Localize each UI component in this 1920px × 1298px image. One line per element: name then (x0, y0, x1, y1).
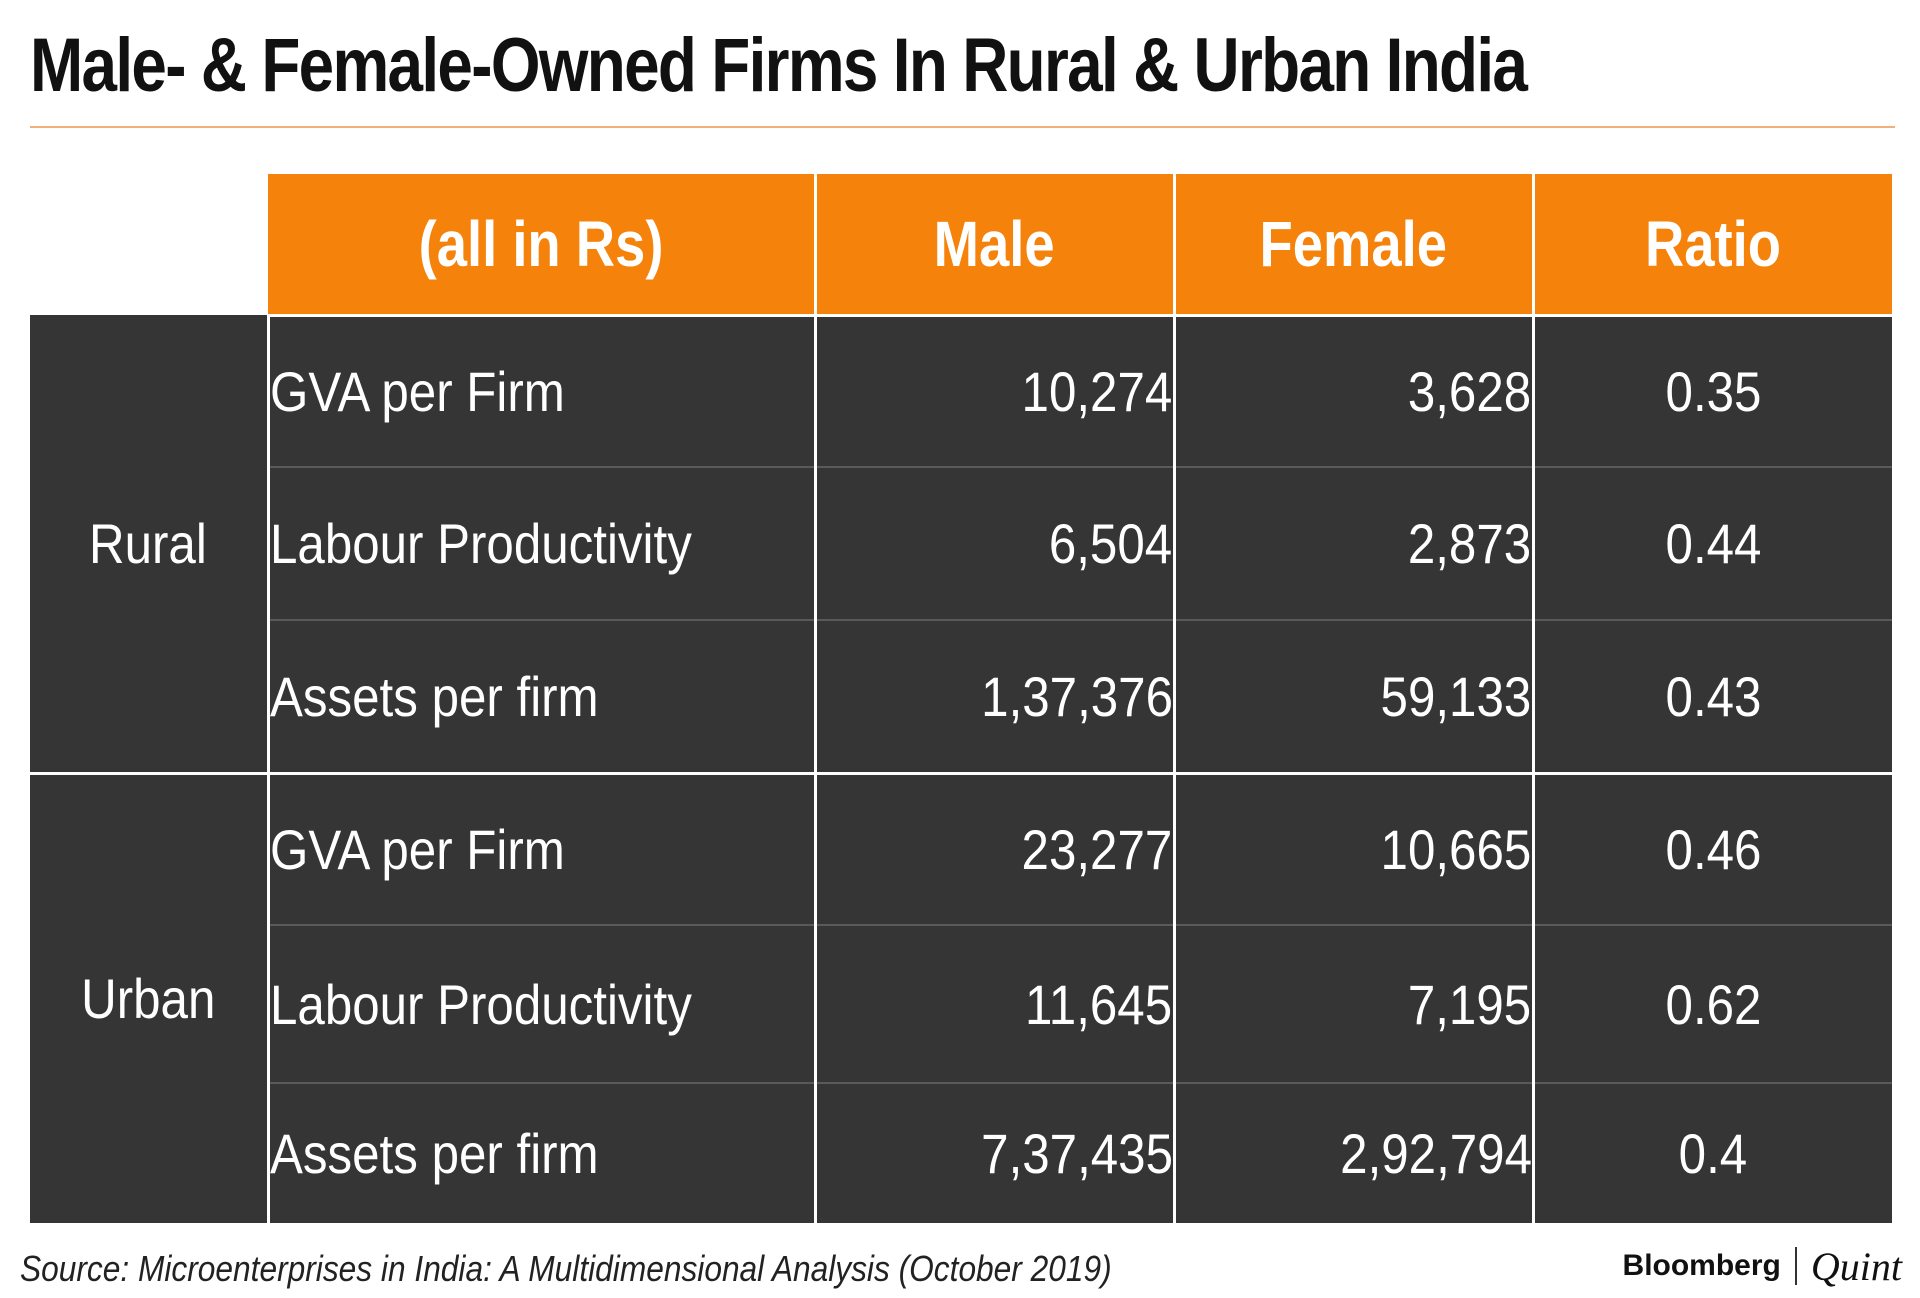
female-value: 3,628 (1408, 359, 1532, 423)
metric-cell: Assets per firm (268, 620, 817, 775)
logo-brand: Bloomberg (1622, 1249, 1781, 1282)
metric-cell: GVA per Firm (268, 773, 817, 926)
metric-label: Labour Productivity (269, 512, 692, 575)
data-table: (all in Rs) Male Female Ratio Rural GVA … (30, 174, 1892, 1226)
ratio-value: 0.44 (1665, 512, 1762, 575)
metric-label: GVA per Firm (269, 817, 565, 881)
female-value: 7,195 (1408, 972, 1532, 1036)
male-cell: 11,645 (815, 925, 1176, 1084)
metric-cell: Labour Productivity (268, 925, 817, 1084)
ratio-cell: 0.46 (1533, 773, 1892, 926)
female-value: 2,92,794 (1339, 1121, 1532, 1185)
metric-label: Assets per firm (269, 664, 599, 728)
female-cell: 2,873 (1174, 467, 1535, 621)
table-row: Rural GVA per Firm 10,274 3,628 0.35 (30, 315, 1892, 775)
female-value: 10,665 (1380, 817, 1532, 881)
header-units: (all in Rs) (268, 174, 817, 317)
metric-cell: Assets per firm (268, 1083, 817, 1226)
female-cell: 2,92,794 (1174, 1083, 1535, 1226)
male-cell: 23,277 (815, 773, 1176, 926)
table-row: Labour Productivity 6,504 2,873 0.44 (30, 467, 1892, 621)
female-value: 2,873 (1408, 512, 1532, 575)
group-label: Urban (81, 967, 216, 1030)
header-male: Male (815, 174, 1176, 317)
source-note: Source: Microenterprises in India: A Mul… (20, 1248, 1112, 1289)
ratio-value: 0.35 (1665, 359, 1762, 423)
male-cell: 6,504 (815, 467, 1176, 621)
logo-divider (1794, 1247, 1797, 1285)
ratio-value: 0.43 (1665, 664, 1762, 728)
ratio-value: 0.62 (1665, 972, 1762, 1036)
ratio-value: 0.4 (1678, 1121, 1748, 1185)
group-rural: Rural (30, 315, 270, 775)
metric-label: Labour Productivity (269, 972, 692, 1036)
ratio-cell: 0.35 (1533, 315, 1892, 468)
male-value: 10,274 (1021, 359, 1173, 423)
metric-label: GVA per Firm (269, 359, 565, 423)
group-label: Rural (89, 511, 208, 575)
header-units-label: (all in Rs) (418, 207, 664, 280)
male-value: 23,277 (1021, 817, 1173, 881)
male-cell: 7,37,435 (815, 1083, 1176, 1226)
logo-sub: Quint (1810, 1243, 1902, 1289)
table-row: Assets per firm 7,37,435 2,92,794 0.4 (30, 1083, 1892, 1226)
male-value: 11,645 (1025, 972, 1173, 1036)
title-divider (30, 126, 1895, 128)
ratio-cell: 0.4 (1533, 1083, 1892, 1226)
male-value: 7,37,435 (980, 1121, 1173, 1185)
female-cell: 3,628 (1174, 315, 1535, 468)
header-male-label: Male (934, 207, 1055, 280)
header-blank-cell (30, 174, 268, 315)
header-ratio: Ratio (1533, 174, 1892, 317)
table-row: Labour Productivity 11,645 7,195 0.62 (30, 925, 1892, 1084)
bloomberg-quint-logo: Bloomberg Quint (1622, 1243, 1902, 1289)
table-row: Urban GVA per Firm 23,277 10,665 0.46 (30, 773, 1892, 1226)
male-value: 1,37,376 (980, 664, 1173, 728)
male-cell: 1,37,376 (815, 620, 1176, 775)
female-cell: 10,665 (1174, 773, 1535, 926)
ratio-cell: 0.62 (1533, 925, 1892, 1084)
header-ratio-label: Ratio (1645, 207, 1782, 280)
female-cell: 59,133 (1174, 620, 1535, 775)
metric-cell: Labour Productivity (268, 467, 817, 621)
female-value: 59,133 (1380, 664, 1532, 728)
male-value: 6,504 (1049, 512, 1173, 575)
header-female: Female (1174, 174, 1535, 317)
metric-label: Assets per firm (269, 1121, 599, 1185)
ratio-value: 0.46 (1665, 817, 1762, 881)
header-row: (all in Rs) Male Female Ratio (30, 174, 1892, 317)
group-urban: Urban (30, 773, 270, 1226)
metric-cell: GVA per Firm (268, 315, 817, 468)
ratio-cell: 0.43 (1533, 620, 1892, 775)
page-title: Male- & Female-Owned Firms In Rural & Ur… (30, 23, 1528, 108)
male-cell: 10,274 (815, 315, 1176, 468)
table-row: Assets per firm 1,37,376 59,133 0.43 (30, 620, 1892, 775)
ratio-cell: 0.44 (1533, 467, 1892, 621)
female-cell: 7,195 (1174, 925, 1535, 1084)
header-female-label: Female (1259, 207, 1448, 280)
